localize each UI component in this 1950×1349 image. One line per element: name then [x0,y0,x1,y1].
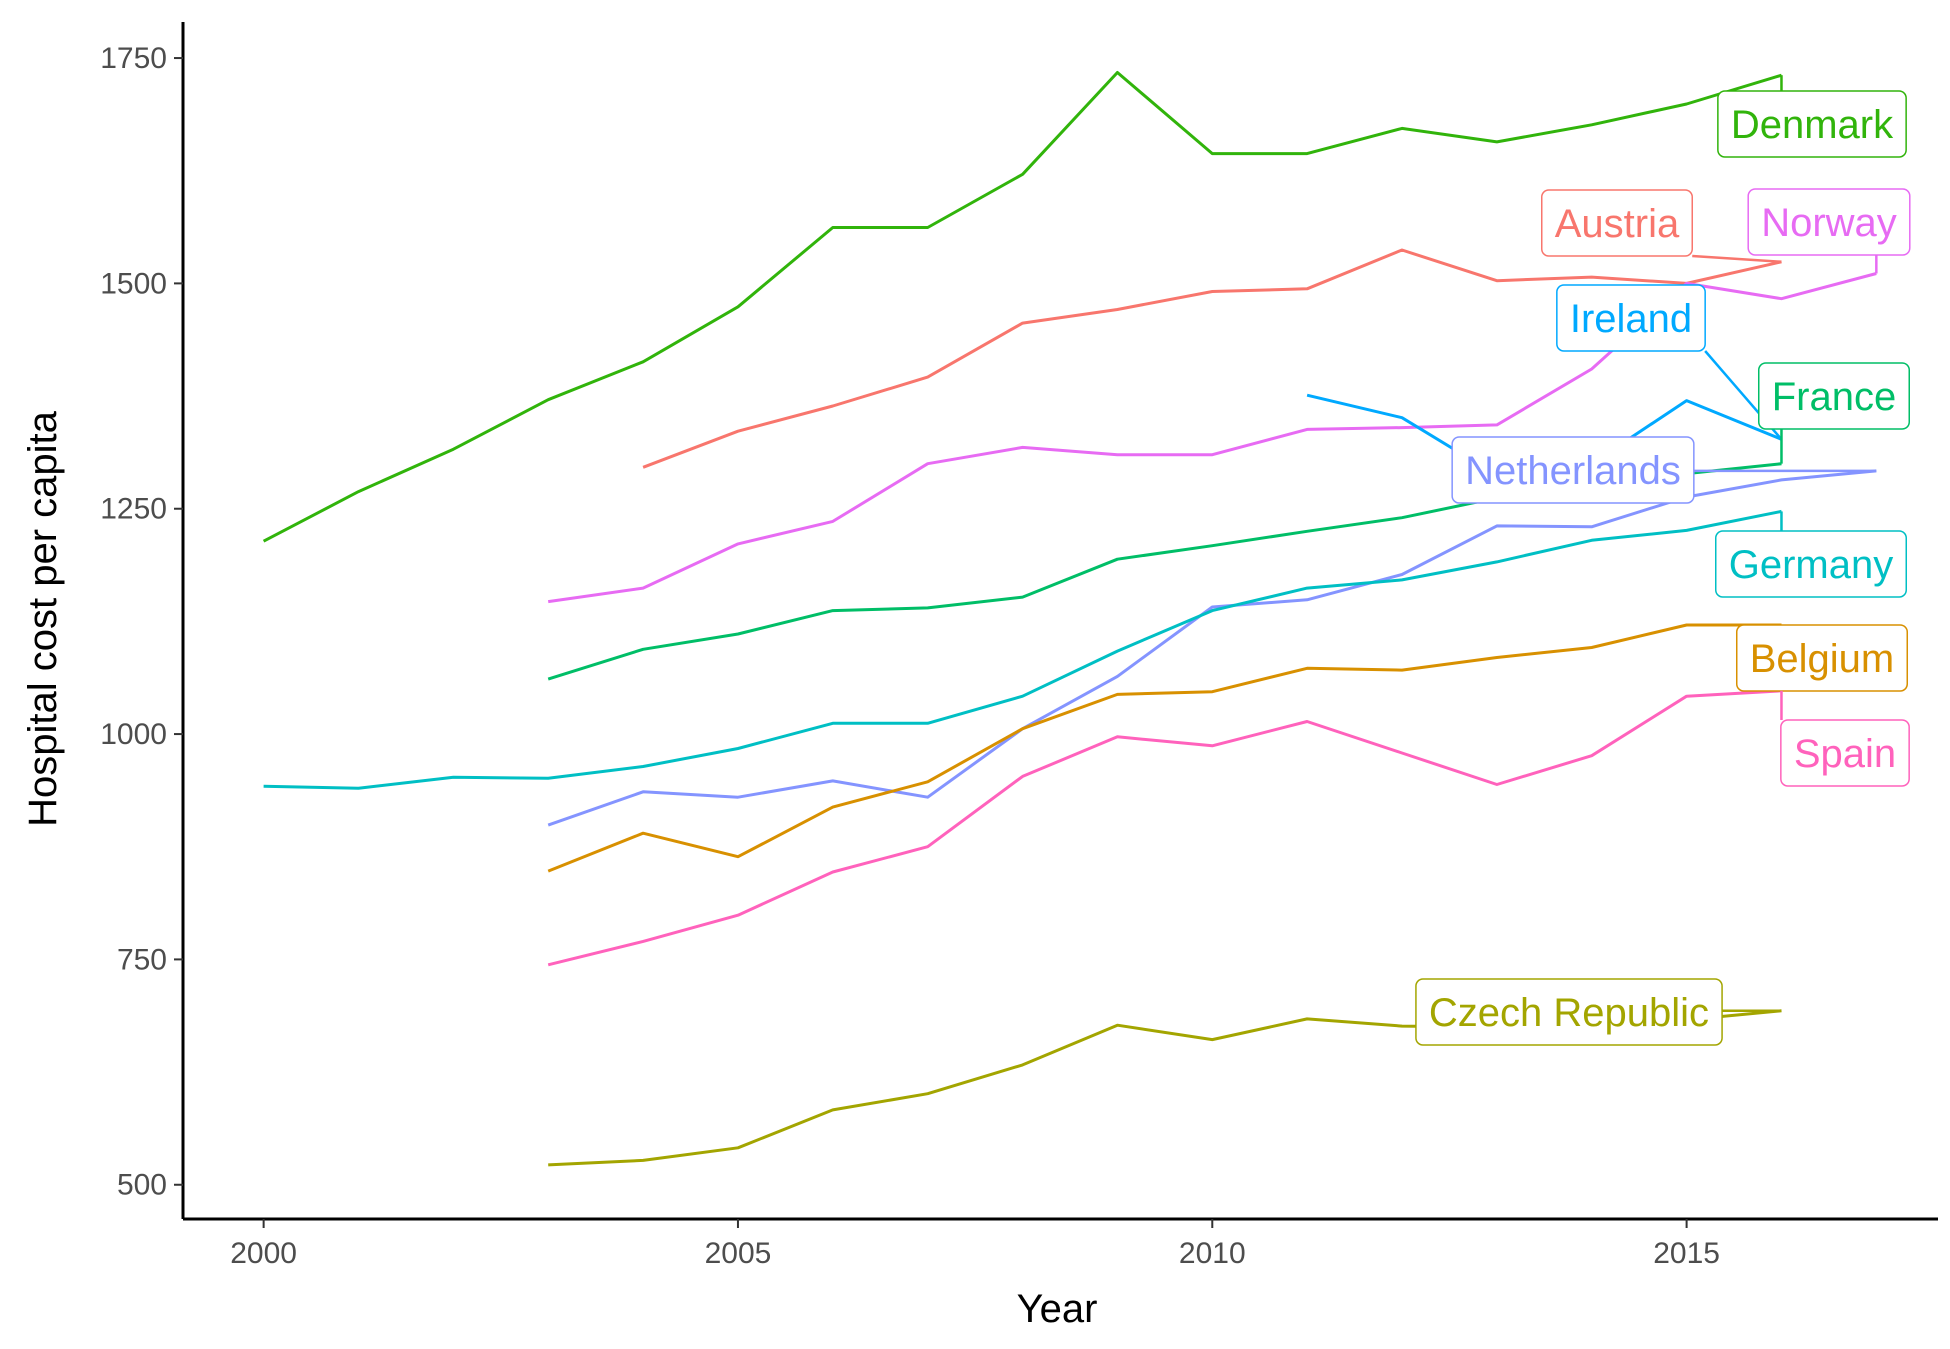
series-label-text: Netherlands [1465,449,1681,493]
series-label-belgium: Belgium [1735,624,1909,692]
series-label-box [1541,189,1693,257]
series-label-germany: Germany [1715,511,1907,598]
series-label-box [1747,188,1911,256]
series-label-text: Denmark [1731,103,1894,147]
label-leader [1692,254,1782,264]
x-tick-label: 2005 [705,1237,772,1270]
series-label-text: Ireland [1570,297,1692,341]
series-label-text: Germany [1729,543,1894,587]
y-tick-label: 750 [117,943,167,976]
y-tick-label: 500 [117,1169,167,1202]
series-label-text: Austria [1555,202,1680,246]
x-tick-label: 2015 [1653,1237,1720,1270]
x-axis-title: Year [1017,1287,1098,1331]
series-label-czech-republic: Czech Republic [1415,978,1782,1046]
y-axis-title: Hospital cost per capita [21,410,65,827]
series-label-box [1451,436,1695,504]
x-tick-label: 2010 [1179,1237,1246,1270]
series-label-austria: Austria [1541,189,1782,264]
series-labels: Denmark Austria Norway Ireland France Netherl… [1415,75,1911,1046]
series-label-text: Czech Republic [1429,991,1709,1035]
series-label-spain: Spain [1780,690,1910,787]
series-label-france: France [1758,362,1910,464]
series-label-text: Spain [1794,732,1896,776]
series-label-box [1715,530,1907,598]
series-label-box [1780,719,1910,787]
series-label-box [1735,624,1909,692]
series-label-text: Belgium [1750,637,1895,681]
axes: 500 750 1000 1250 1500 1750 2000 2005 2010 2015 [100,22,1938,1270]
series-label-norway: Norway [1747,188,1911,274]
series-label-netherlands: Netherlands [1451,436,1877,504]
y-tick-label: 1000 [100,718,167,751]
series-line-netherlands [547,469,1877,827]
y-tick-label: 1750 [100,42,167,75]
series-label-text: Norway [1761,201,1897,245]
series-label-ireland: Ireland [1556,284,1783,441]
series-line-germany [263,509,1782,790]
series-line-spain [547,689,1782,967]
y-tick-label: 1250 [100,493,167,526]
series-label-box [1717,90,1907,158]
series-line-belgium [547,623,1782,873]
series-label-text: France [1772,375,1897,419]
series-label-denmark: Denmark [1717,75,1907,158]
y-tick-label: 1500 [100,267,167,300]
series-label-box [1758,362,1910,430]
series-label-box [1556,284,1706,352]
series-line-austria [642,248,1782,469]
series-label-box [1415,978,1723,1046]
x-tick-label: 2000 [230,1237,297,1270]
series-line-denmark [262,71,1782,543]
